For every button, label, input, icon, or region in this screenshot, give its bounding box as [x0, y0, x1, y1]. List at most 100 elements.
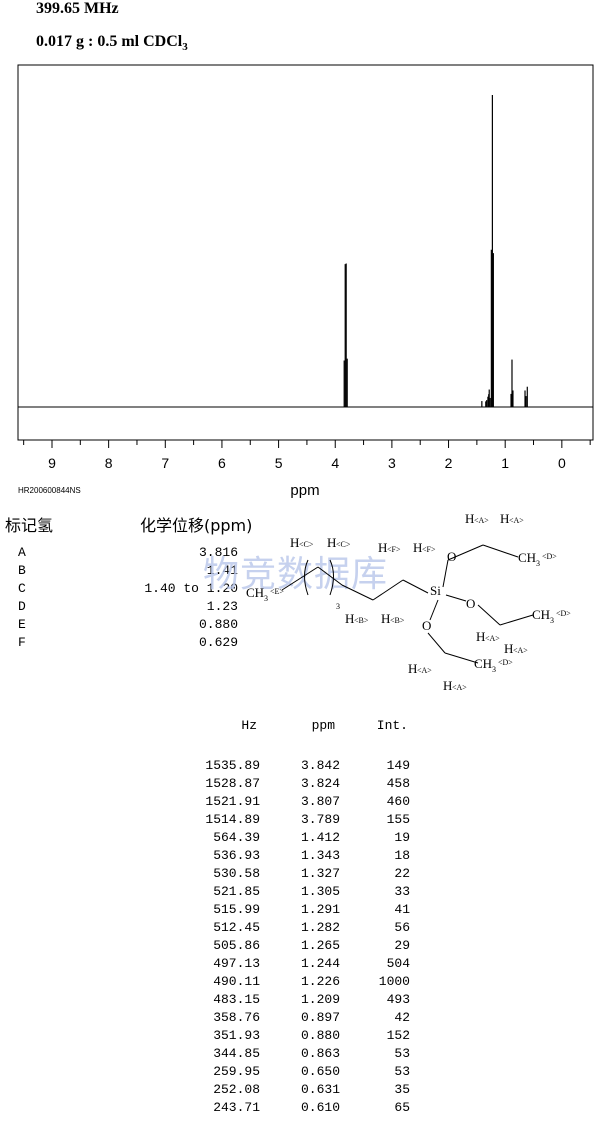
- x-tick-label: 4: [331, 455, 339, 471]
- structure-h-a1: H: [465, 511, 474, 526]
- peak-table-cell: 0.650: [300, 1064, 340, 1079]
- peak-table-cell: 42: [394, 1010, 410, 1025]
- peak-table-cell: 252.08: [213, 1082, 260, 1097]
- assignment-col2-header: 化学位移(ppm): [140, 516, 253, 535]
- peak-table-row: 530.58 1.327 22: [180, 866, 420, 884]
- peak-table-row: 490.11 1.226 1000: [180, 974, 420, 992]
- peak-table-row: 497.13 1.244 504: [180, 956, 420, 974]
- peak-table-cell: 56: [394, 920, 410, 935]
- peak-table-cell: 358.76: [213, 1010, 260, 1025]
- peak-table-cell: 0.610: [300, 1100, 340, 1115]
- assignment-row: D 1.23: [18, 599, 238, 617]
- peak-table-cell: 521.85: [213, 884, 260, 899]
- structure-label-c1: <C>: [299, 540, 314, 549]
- assignment-table: A 3.816 B 1.41 C 1.40 to 1.20 D 1.23 E 0.880 F 0.62…: [18, 545, 238, 653]
- peak-table-cell: 0.880: [300, 1028, 340, 1043]
- structure-label-a6: <A>: [452, 683, 467, 692]
- peak-table-header-cell: ppm: [311, 718, 335, 733]
- assignment-value: 0.629: [198, 635, 238, 650]
- peak-table-row: 483.15 1.209 493: [180, 992, 420, 1010]
- structure-o1: O: [447, 549, 456, 564]
- peak-table-cell: 1.327: [300, 866, 340, 881]
- peak-table-cell: 493: [386, 992, 410, 1007]
- assignment-value: 0.880: [198, 617, 238, 632]
- peak-table-cell: 41: [394, 902, 410, 917]
- peak-table-cell: 3.807: [300, 794, 340, 809]
- x-tick-label: 9: [48, 455, 56, 471]
- structure-ch3-d1: CH: [518, 550, 536, 565]
- peak-table-cell: 490.11: [213, 974, 260, 989]
- structure-o3: O: [422, 618, 431, 633]
- structure-label-a4: <A>: [513, 646, 528, 655]
- structure-ch3-d3: CH: [474, 656, 492, 671]
- peak-table-cell: 564.39: [213, 830, 260, 845]
- peak-table-cell: 0.631: [300, 1082, 340, 1097]
- spectrum-code: HR200600844NS: [18, 486, 81, 495]
- peak-table-cell: 530.58: [213, 866, 260, 881]
- peak-table-row: 1528.87 3.824 458: [180, 776, 420, 794]
- structure-label-b2: <B>: [390, 616, 405, 625]
- structure-label-b1: <B>: [354, 616, 369, 625]
- peak-table-header-cell: Int.: [376, 718, 408, 733]
- peak-table-cell: 1528.87: [205, 776, 260, 791]
- peak-table-cell: 3.842: [300, 758, 340, 773]
- assignment-value: 1.23: [206, 599, 238, 614]
- structure-ch3-d2: CH: [532, 607, 550, 622]
- peak-table-header-cell: Hz: [241, 718, 257, 733]
- peak-table-cell: 0.863: [300, 1046, 340, 1061]
- structure-label-a3: <A>: [485, 634, 500, 643]
- peak-table-cell: 1514.89: [205, 812, 260, 827]
- peak-table-cell: 1535.89: [205, 758, 260, 773]
- nmr-spectrum-chart: 9 8 7 6 5 4 3 2 1 0 ppm: [17, 64, 594, 499]
- structure-h-a2: H: [500, 511, 509, 526]
- structure-label-c2: <C>: [336, 540, 351, 549]
- peak-table-cell: 259.95: [213, 1064, 260, 1079]
- x-tick-label: 8: [105, 455, 113, 471]
- peak-table-cell: 1000: [378, 974, 410, 989]
- structure-label-d1: <D>: [542, 552, 557, 561]
- structure-h-c1: H: [290, 535, 299, 550]
- peak-table-row: 259.95 0.650 53: [180, 1064, 420, 1082]
- assignment-label: D: [18, 599, 26, 614]
- x-tick-label: 1: [501, 455, 509, 471]
- assignment-value: 1.41: [206, 563, 238, 578]
- peak-table: Hz ppm Int. 1535.89 3.842 149 1528.87 3.824 458 1…: [180, 718, 420, 1118]
- structure-label-e: <E>: [270, 587, 284, 596]
- structure-o2: O: [466, 596, 475, 611]
- peak-table-cell: 18: [394, 848, 410, 863]
- peak-table-cell: 1.412: [300, 830, 340, 845]
- peak-table-row: 358.76 0.897 42: [180, 1010, 420, 1028]
- peak-table-cell: 1521.91: [205, 794, 260, 809]
- peak-table-row: 505.86 1.265 29: [180, 938, 420, 956]
- x-tick-label: 5: [275, 455, 283, 471]
- peak-table-cell: 504: [386, 956, 410, 971]
- peak-table-cell: 505.86: [213, 938, 260, 953]
- structure-sub-d1: 3: [536, 559, 540, 568]
- peak-table-cell: 515.99: [213, 902, 260, 917]
- peak-table-cell: 458: [386, 776, 410, 791]
- structure-label-f1: <F>: [387, 545, 401, 554]
- structure-label-d2: <D>: [556, 609, 571, 618]
- x-tick-label: 2: [445, 455, 453, 471]
- peak-table-row: 1514.89 3.789 155: [180, 812, 420, 830]
- peak-table-cell: 53: [394, 1046, 410, 1061]
- structure-h-a3: H: [476, 629, 485, 644]
- structure-h-c2: H: [327, 535, 336, 550]
- structure-h-b2: H: [381, 611, 390, 626]
- structure-ch3-e: CH: [246, 585, 264, 600]
- assignment-value: 3.816: [198, 545, 238, 560]
- peak-table-cell: 1.305: [300, 884, 340, 899]
- structure-h-a4: H: [504, 641, 513, 656]
- plot-frame: [17, 64, 594, 441]
- assignment-label: F: [18, 635, 26, 650]
- assignment-row: A 3.816: [18, 545, 238, 563]
- structure-sub-d2: 3: [550, 616, 554, 625]
- peak-table-row: 344.85 0.863 53: [180, 1046, 420, 1064]
- peak-table-row: 243.71 0.610 65: [180, 1100, 420, 1118]
- peak-table-cell: 3.789: [300, 812, 340, 827]
- assignment-label: C: [18, 581, 26, 596]
- peak-table-row: 515.99 1.291 41: [180, 902, 420, 920]
- sample-main: 0.017 g : 0.5 ml CDCl: [36, 33, 183, 50]
- assignment-row: E 0.880: [18, 617, 238, 635]
- peak-table-cell: 1.291: [300, 902, 340, 917]
